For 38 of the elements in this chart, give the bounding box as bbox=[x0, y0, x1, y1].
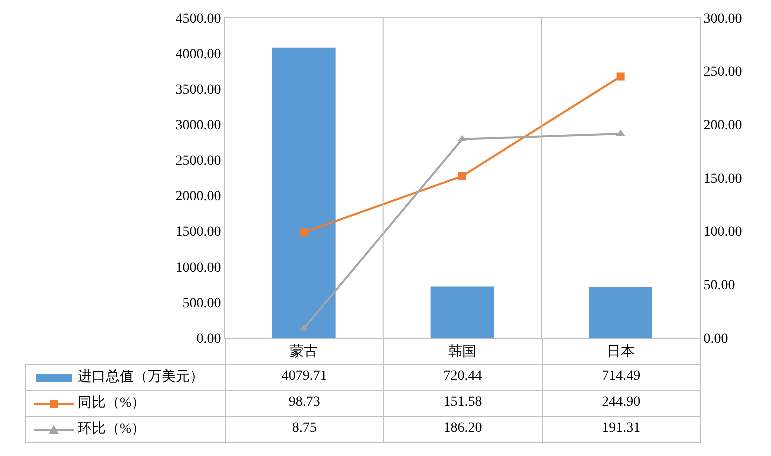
data-label: 151.58 bbox=[384, 390, 542, 416]
y-tick-label: 2000.00 bbox=[176, 190, 222, 205]
y-tick-label: 2500.00 bbox=[176, 154, 222, 170]
bar bbox=[272, 48, 336, 338]
y-tick-label: 0.00 bbox=[196, 332, 222, 347]
legend-label: 环比（%） bbox=[78, 422, 146, 437]
point bbox=[300, 228, 308, 237]
legend-label: 同比（%） bbox=[78, 396, 146, 411]
data-label: 4079.71 bbox=[226, 364, 384, 390]
legend-label: 进口总值（万美元） bbox=[78, 370, 204, 385]
x-tick-label: 日本 bbox=[606, 344, 635, 360]
y2-tick-label: 150.00 bbox=[704, 172, 742, 187]
data-label: 191.31 bbox=[542, 416, 700, 442]
point bbox=[616, 72, 625, 81]
data-label: 244.90 bbox=[542, 390, 700, 416]
data-label: 714.49 bbox=[542, 364, 700, 390]
y2-tick-label: 100.00 bbox=[704, 225, 742, 240]
x-tick-label: 蒙古 bbox=[290, 344, 318, 360]
y2-tick-label: 250.00 bbox=[704, 65, 742, 80]
data-label: 186.20 bbox=[384, 416, 542, 442]
y2-tick-label: 50.00 bbox=[704, 278, 736, 294]
data-label: 98.73 bbox=[226, 390, 384, 416]
point bbox=[458, 172, 466, 180]
data-label: 720.44 bbox=[384, 364, 542, 390]
y-tick-label: 1000.00 bbox=[176, 260, 222, 276]
y2-tick-label: 200.00 bbox=[704, 118, 742, 134]
y-tick-label: 500.00 bbox=[182, 296, 222, 312]
y2-tick-label: 300.00 bbox=[704, 12, 742, 27]
x-tick-label: 韩国 bbox=[448, 344, 476, 360]
y-tick-label: 4000.00 bbox=[176, 47, 222, 62]
data-label: 8.75 bbox=[226, 416, 384, 442]
y-tick-label: 3000.00 bbox=[176, 118, 222, 134]
y-tick-label: 3500.00 bbox=[176, 83, 222, 98]
y2-tick-label: 0.00 bbox=[704, 332, 728, 347]
bar bbox=[430, 286, 494, 338]
bar bbox=[589, 287, 652, 338]
y-tick-label: 1500.00 bbox=[176, 225, 222, 240]
y-tick-label: 4500.00 bbox=[176, 12, 222, 27]
